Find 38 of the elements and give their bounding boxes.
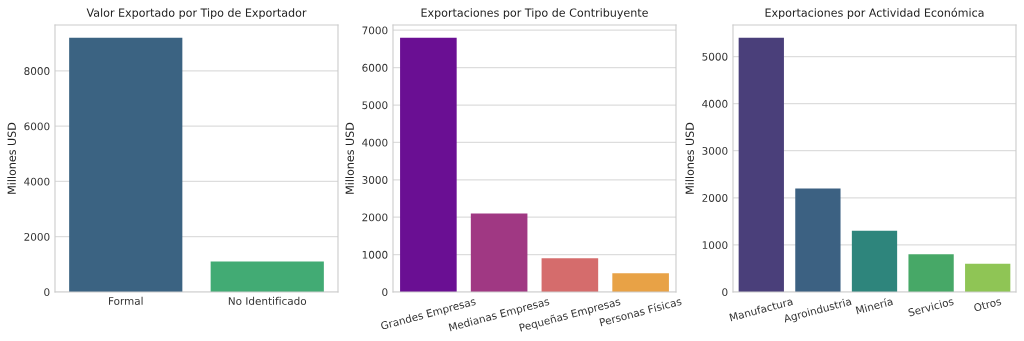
chart-title: Valor Exportado por Tipo de Exportador — [86, 8, 307, 19]
y-tick-label: 0 — [722, 288, 728, 297]
y-tick-label: 6000 — [24, 122, 50, 131]
bar — [470, 213, 528, 292]
y-tick-label: 8000 — [24, 67, 50, 75]
y-tick-label: 0 — [44, 288, 50, 297]
y-tick-label: 1000 — [362, 250, 388, 259]
x-tick-label: No Identificado — [228, 296, 307, 305]
bar — [541, 258, 599, 292]
y-tick-label: 2000 — [702, 194, 728, 202]
chart-title: Exportaciones por Actividad Económica — [765, 7, 984, 19]
y-axis-title: Millones USD — [345, 122, 354, 194]
bar — [965, 263, 1011, 292]
y-tick-label: 3000 — [362, 176, 388, 184]
y-tick-label: 5000 — [702, 52, 728, 61]
x-tick-label: Minería — [855, 296, 893, 315]
y-tick-label: 4000 — [362, 138, 388, 147]
bar — [738, 37, 784, 292]
bar — [795, 188, 841, 292]
bar — [908, 254, 954, 292]
y-tick-label: 3000 — [702, 146, 728, 155]
y-axis-title: Millones USD — [685, 122, 694, 194]
bar — [400, 37, 457, 292]
y-tick-label: 7000 — [362, 26, 388, 35]
y-tick-label: 2000 — [362, 213, 388, 222]
y-tick-label: 0 — [382, 288, 388, 297]
y-tick-label: 4000 — [702, 99, 728, 108]
y-tick-label: 4000 — [24, 177, 50, 186]
bar — [851, 230, 898, 292]
chart-title: Exportaciones por Tipo de Contribuyente — [421, 8, 648, 19]
y-tick-label: 5000 — [362, 101, 388, 110]
y-axis-title: Millones USD — [7, 122, 16, 194]
x-tick-label: Otros — [973, 297, 1002, 312]
x-tick-label: Formal — [109, 296, 143, 305]
y-tick-label: 6000 — [362, 63, 388, 72]
bar — [612, 273, 669, 292]
y-tick-label: 1000 — [702, 241, 728, 250]
y-tick-label: 2000 — [24, 232, 50, 241]
